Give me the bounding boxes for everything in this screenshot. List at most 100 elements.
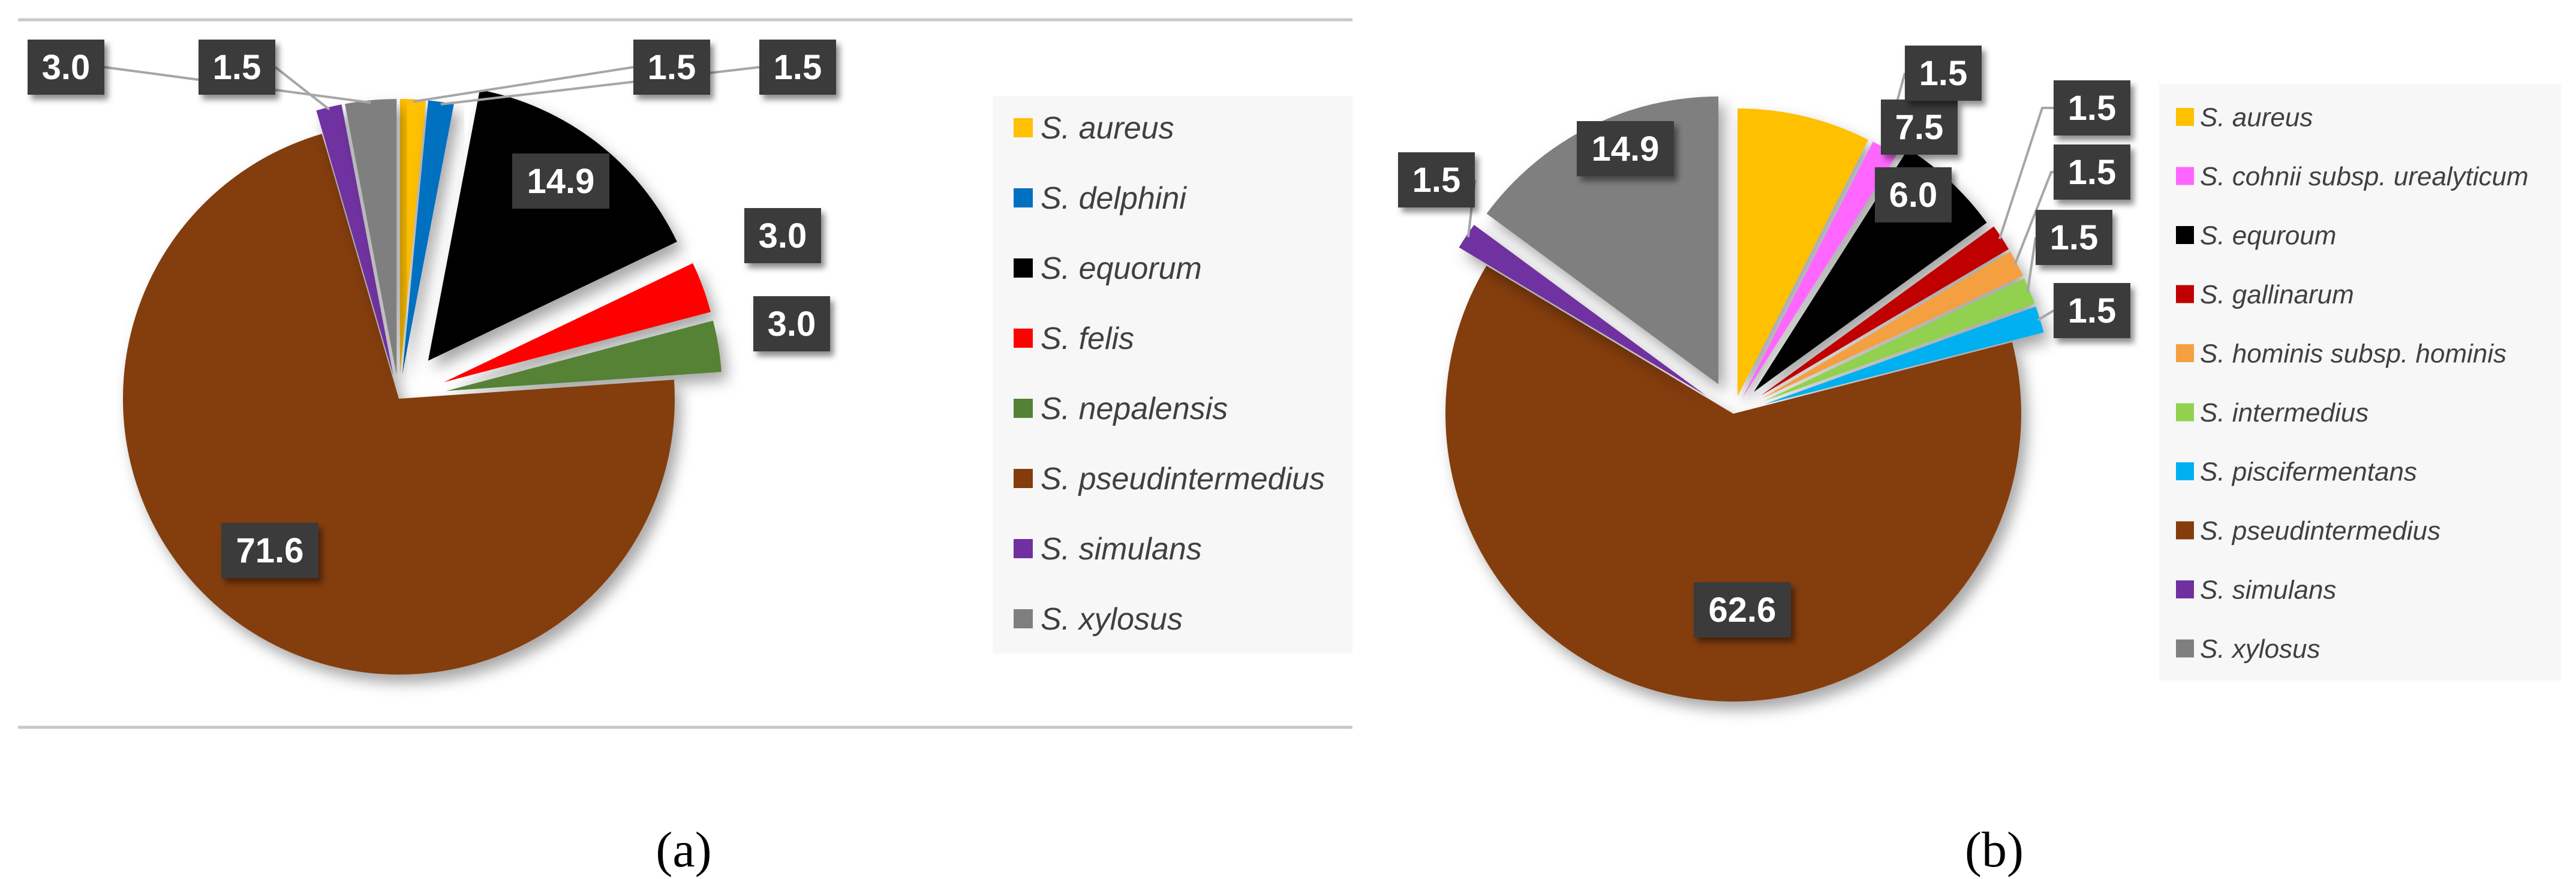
chart-a-data-label-s-xylosus: 3.0 xyxy=(42,48,91,87)
chart-a-slice-s-xylosus xyxy=(345,99,397,375)
chart-b-label-box-s-piscifermentans xyxy=(2054,283,2130,338)
chart-b-slice-s-aureus xyxy=(1738,108,1868,396)
chart-a-panel-label: (a) xyxy=(656,822,711,878)
chart-b-legend-label-s-simulans: S. simulans xyxy=(2200,575,2336,604)
chart-b-data-label-s-gallinarum: 1.5 xyxy=(2068,89,2117,128)
chart-a-data-label-s-nepalensis: 3.0 xyxy=(768,305,816,344)
chart-b-data-label-s-cohnii-subsp-urealyticum: 1.5 xyxy=(1919,54,1968,93)
chart-a-label-box-s-nepalensis xyxy=(753,296,830,351)
chart-a-slice-s-simulans xyxy=(316,104,393,376)
chart-b-legend-label-s-equroum: S. equroum xyxy=(2200,221,2336,250)
chart-b-leader-s-piscifermentans xyxy=(2037,309,2055,321)
chart-a-label-box-s-delphini xyxy=(759,40,836,95)
chart-b-label-box-s-pseudintermedius xyxy=(1694,582,1791,637)
chart-a-label-box-s-simulans xyxy=(199,40,275,95)
chart-b-legend-label-s-hominis-subsp-hominis: S. hominis subsp. hominis xyxy=(2200,339,2506,368)
chart-b-legend-swatch-s-aureus xyxy=(2176,108,2194,126)
chart-a-legend-label-s-xylosus: S. xylosus xyxy=(1041,602,1183,637)
chart-b-legend-label-s-xylosus: S. xylosus xyxy=(2200,634,2320,664)
chart-a-legend-label-s-aureus: S. aureus xyxy=(1041,111,1174,146)
chart-a-legend-label-s-delphini: S. delphini xyxy=(1041,181,1187,216)
chart-b-leader-s-hominis-subsp-hominis xyxy=(2013,171,2054,266)
chart-a-label-box-s-felis xyxy=(744,208,821,263)
chart-b-data-label-s-equroum: 6.0 xyxy=(1889,176,1938,215)
chart-a-legend-label-s-equorum: S. equorum xyxy=(1041,251,1202,286)
chart-b-slice-s-pseudintermedius xyxy=(1445,266,2021,702)
chart-a-legend-swatch-s-xylosus xyxy=(1014,609,1033,628)
chart-b-data-label-s-xylosus: 14.9 xyxy=(1592,130,1660,168)
chart-a-data-label-s-pseudintermedius: 71.6 xyxy=(236,531,304,570)
chart-b-leader-s-intermedius xyxy=(2026,237,2037,293)
chart-b-data-label-s-pseudintermedius: 62.6 xyxy=(1709,591,1777,630)
chart-b-slice-s-cohnii-subsp-urealyticum xyxy=(1742,142,1897,398)
chart-b-label-box-s-simulans xyxy=(1398,152,1475,207)
chart-a-legend-label-s-simulans: S. simulans xyxy=(1041,532,1202,567)
chart-b-legend-swatch-s-intermedius xyxy=(2176,403,2194,422)
chart-b: 7.5 1.5 6.0 1.5 1.5 1.5 1.5 62.6 1.5 14.9 S. aure… xyxy=(1398,46,2529,878)
chart-a-label-box-s-xylosus xyxy=(28,40,104,95)
chart-b-legend-label-s-piscifermentans: S. piscifermentans xyxy=(2200,457,2417,486)
chart-a-data-label-s-aureus: 1.5 xyxy=(648,48,696,87)
chart-b-panel-label: (b) xyxy=(1965,822,2024,878)
chart-b-label-box-s-equroum xyxy=(1875,167,1952,222)
chart-a-legend-label-s-felis: S. felis xyxy=(1041,321,1134,356)
chart-b-legend-label-s-intermedius: S. intermedius xyxy=(2200,398,2368,428)
chart-b-slice-s-intermedius xyxy=(1763,278,2035,401)
chart-b-legend-swatch-s-pseudintermedius xyxy=(2176,521,2194,540)
chart-b-data-label-s-piscifermentans: 1.5 xyxy=(2068,291,2117,330)
chart-b-slices xyxy=(1445,96,2044,702)
chart-b-slice-s-piscifermentans xyxy=(1765,306,2044,404)
chart-a: 1.5 1.5 14.9 3.0 3.0 71.6 1.5 3.0 S. aureus S. d… xyxy=(28,40,1325,878)
chart-b-label-box-s-hominis-subsp-hominis xyxy=(2054,145,2130,200)
chart-b-data-label-s-intermedius: 1.5 xyxy=(2050,218,2099,257)
chart-a-legend-swatch-s-simulans xyxy=(1014,539,1033,558)
chart-a-legend-swatch-s-equorum xyxy=(1014,258,1033,278)
chart-a-legend-swatch-s-felis xyxy=(1014,329,1033,348)
chart-b-label-box-s-intermedius xyxy=(2036,210,2112,265)
chart-a-slice-s-felis xyxy=(444,263,711,383)
chart-a-legend-swatch-s-aureus xyxy=(1014,118,1033,137)
chart-b-legend-swatch-s-simulans xyxy=(2176,580,2194,598)
chart-a-legend-swatch-s-pseudintermedius xyxy=(1014,469,1033,488)
chart-a-legend-swatch-s-delphini xyxy=(1014,188,1033,207)
chart-b-data-label-s-aureus: 7.5 xyxy=(1895,108,1944,147)
chart-a-legend-bg xyxy=(993,96,1352,654)
chart-b-legend-swatch-s-piscifermentans xyxy=(2176,462,2194,480)
chart-b-legend-label-s-pseudintermedius: S. pseudintermedius xyxy=(2200,516,2440,546)
chart-b-slice-s-gallinarum xyxy=(1760,226,2009,396)
chart-b-legend-swatch-s-gallinarum xyxy=(2176,285,2194,303)
chart-b-legend: S. aureus S. cohnii subsp. urealyticum S. … xyxy=(2176,103,2529,664)
chart-b-slice-s-simulans xyxy=(1459,224,1706,396)
chart-b-legend-label-s-cohnii-subsp-urealyticum: S. cohnii subsp. urealyticum xyxy=(2200,162,2529,191)
chart-b-legend-label-s-aureus: S. aureus xyxy=(2200,103,2313,132)
chart-a-legend-label-s-pseudintermedius: S. pseudintermedius xyxy=(1041,462,1325,496)
chart-b-legend-swatch-s-hominis-subsp-hominis xyxy=(2176,344,2194,362)
chart-b-legend-swatch-s-equroum xyxy=(2176,226,2194,244)
chart-a-slice-s-equorum xyxy=(428,89,677,361)
chart-b-legend-swatch-s-cohnii-subsp-urealyticum xyxy=(2176,167,2194,185)
chart-b-label-box-s-xylosus xyxy=(1577,121,1674,176)
chart-a-legend-label-s-nepalensis: S. nepalensis xyxy=(1041,392,1228,426)
chart-a-label-box-s-aureus xyxy=(633,40,710,95)
chart-a-label-box-s-equorum xyxy=(512,153,609,209)
chart-b-legend-bg xyxy=(2159,84,2561,681)
chart-b-legend-label-s-gallinarum: S. gallinarum xyxy=(2200,280,2354,309)
chart-a-slices xyxy=(122,89,722,675)
chart-b-leader-s-gallinarum xyxy=(1998,107,2054,240)
chart-b-label-box-s-aureus xyxy=(1881,100,1958,155)
chart-a-legend-swatch-s-nepalensis xyxy=(1014,399,1033,418)
chart-a-data-labels: 1.5 1.5 14.9 3.0 3.0 71.6 1.5 3.0 xyxy=(28,40,836,578)
chart-a-slice-s-delphini xyxy=(402,100,454,375)
chart-a-data-label-s-delphini: 1.5 xyxy=(774,48,822,87)
chart-a-data-label-s-felis: 3.0 xyxy=(759,216,807,255)
chart-b-slice-s-hominis-subsp-hominis xyxy=(1762,251,2023,399)
chart-a-slice-s-nepalensis xyxy=(446,320,722,391)
chart-a-legend: S. aureus S. delphini S. equorum S. felis S.… xyxy=(1014,111,1325,637)
chart-a-leader-s-aureus xyxy=(413,66,634,103)
chart-a-data-label-s-equorum: 14.9 xyxy=(527,162,595,201)
chart-b-legend-swatch-s-xylosus xyxy=(2176,639,2194,658)
chart-b-label-box-s-cohnii-subsp-urealyticum xyxy=(1905,46,1982,101)
chart-a-slice-s-aureus xyxy=(399,99,426,375)
chart-a-label-box-s-pseudintermedius xyxy=(221,523,318,578)
